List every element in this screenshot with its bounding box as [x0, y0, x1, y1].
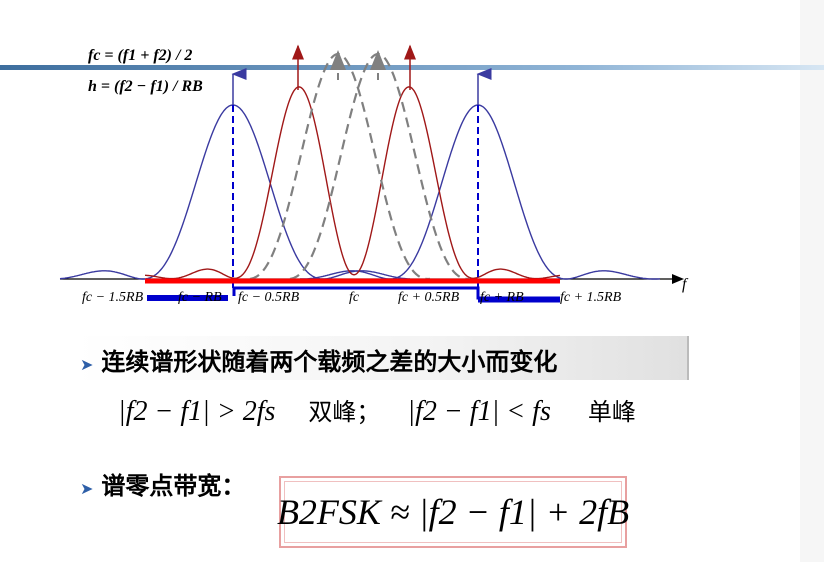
bandwidth-formula-box: B2FSK ≈ |f2 − f1| + 2fB: [276, 476, 630, 548]
axis-arrow-icon: [672, 274, 684, 284]
tick-label: fc + 0.5RB: [398, 290, 460, 305]
tick-label: fc − 1.5RB: [82, 290, 144, 305]
bullet-2: ➤ 谱零点带宽：: [80, 466, 245, 501]
tick-label: fc − 0.5RB: [238, 290, 300, 305]
bullet-2-text: 谱零点带宽：: [101, 472, 246, 500]
formula-h: h = (f2 − f1) / RB: [88, 78, 203, 96]
axis-label: f: [682, 276, 687, 293]
spectrum-diagram: [59, 44, 684, 303]
combined-spectrum-curve: [145, 86, 561, 280]
bullet-bar-background: [75, 336, 689, 380]
watermark-strip: [800, 0, 824, 562]
f1-spectrum-curve: [59, 104, 411, 280]
title-divider: [0, 65, 824, 70]
bullet-1-text: 连续谱形状随着两个载频之差的大小而变化: [101, 348, 558, 376]
triangle-bullet-icon: ➤: [80, 355, 94, 374]
formula-h-text: h = (f2 − f1) / RB: [88, 78, 203, 95]
tick-label: fc + 1.5RB: [560, 290, 622, 305]
condition-single-peak: |f2 − f1| < fs: [407, 396, 551, 427]
bandwidth-formula: B2FSK ≈ |f2 − f1| + 2fB: [276, 492, 630, 532]
formula-fc-text: fc = (f1 + f2) / 2: [88, 47, 193, 64]
double-peak-label: 双峰；: [308, 398, 381, 426]
formula-fc: fc = (f1 + f2) / 2: [88, 47, 192, 65]
gray-spectrum-curve-2: [289, 52, 471, 281]
gray-spectrum-curve-1: [249, 52, 431, 281]
single-peak-label: 单峰: [587, 398, 636, 426]
condition-double-peak: |f2 − f1| > 2fs: [118, 396, 276, 427]
f2-spectrum-curve: [300, 104, 661, 280]
tick-label: fc: [349, 290, 360, 305]
triangle-bullet-icon: ➤: [80, 479, 94, 498]
tick-label: fc + RB: [480, 290, 524, 305]
tick-label: fc − RB: [178, 290, 222, 305]
conditions-row: |f2 − f1| > 2fs 双峰； |f2 − f1| < fs 单峰: [118, 392, 636, 428]
bullet-1: ➤ 连续谱形状随着两个载频之差的大小而变化: [80, 342, 557, 377]
